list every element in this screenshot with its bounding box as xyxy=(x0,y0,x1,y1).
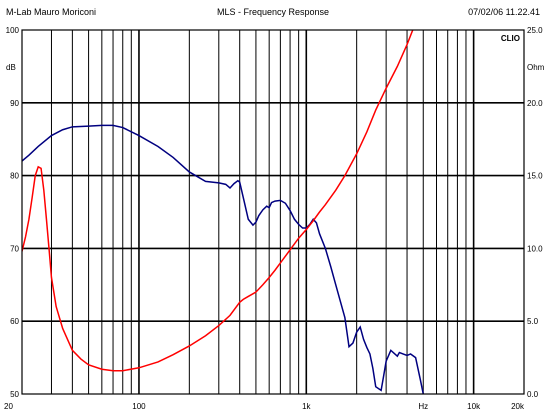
x-tick-label: 20 xyxy=(4,402,13,411)
x-tick-label: 100 xyxy=(132,402,146,411)
axis-labels: 50 60 70 80 90 100 0.0 5.0 10.0 15.0 20.0 25.0 20 100… xyxy=(4,26,545,411)
series-group xyxy=(22,30,424,394)
plot-frame xyxy=(21,29,525,395)
impedance-curve xyxy=(22,30,414,372)
x-tick-label: 20k xyxy=(511,402,525,411)
y-tick-label-left: 80 xyxy=(10,172,19,181)
right-axis-unit: Ohm xyxy=(527,63,545,72)
y-tick-label-right: 25.0 xyxy=(527,26,543,35)
y-tick-label-right: 0.0 xyxy=(527,390,539,399)
x-tick-label: 1k xyxy=(302,402,311,411)
x-tick-label: Hz xyxy=(418,402,428,411)
frequency-response-curve xyxy=(22,124,424,394)
left-axis-unit: dB xyxy=(6,63,16,72)
x-tick-label: 10k xyxy=(467,402,481,411)
y-tick-label-right: 20.0 xyxy=(527,99,543,108)
y-tick-label-left: 50 xyxy=(10,390,19,399)
grid xyxy=(22,30,524,394)
header-timestamp: 07/02/06 11.22.41 xyxy=(468,7,540,17)
y-tick-label-left: 70 xyxy=(10,244,19,253)
y-tick-label-left: 60 xyxy=(10,317,19,326)
y-tick-label-right: 10.0 xyxy=(527,244,543,253)
y-tick-label-left: 90 xyxy=(10,99,19,108)
y-tick-label-right: 15.0 xyxy=(527,172,543,181)
y-tick-label-left: 100 xyxy=(6,26,20,35)
header-lab-name: M-Lab Mauro Moriconi xyxy=(6,7,97,17)
header-chart-title: MLS - Frequency Response xyxy=(216,7,330,17)
y-tick-label-right: 5.0 xyxy=(527,317,539,326)
clio-brand-label: CLIO xyxy=(501,34,520,43)
